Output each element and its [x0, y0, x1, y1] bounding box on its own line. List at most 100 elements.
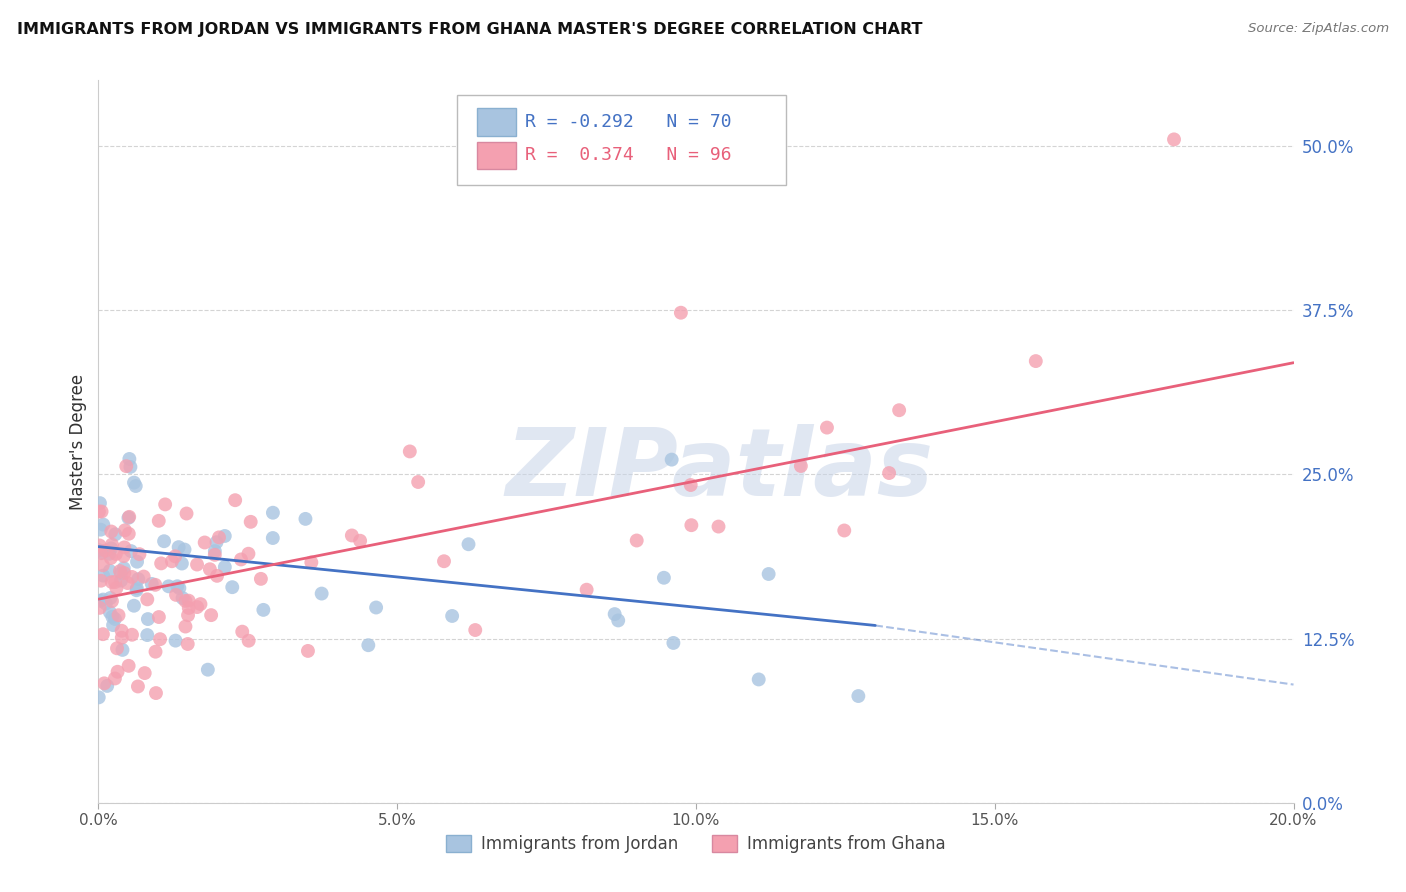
Point — [398, 444, 420, 458]
Point — [205, 535, 228, 549]
Point — [790, 458, 813, 473]
Point — [111, 624, 134, 638]
Text: ZIPatlas: ZIPatlas — [506, 425, 934, 516]
Point — [107, 608, 129, 623]
Point — [117, 511, 139, 525]
Point — [105, 641, 128, 656]
Point — [98, 605, 121, 619]
Point — [603, 607, 626, 621]
Point — [815, 420, 838, 434]
Point — [846, 689, 869, 703]
Legend: Immigrants from Jordan, Immigrants from Ghana: Immigrants from Jordan, Immigrants from … — [440, 828, 952, 860]
Point — [125, 555, 148, 569]
Point — [115, 459, 138, 474]
Point — [406, 475, 429, 489]
Point — [204, 548, 226, 562]
Point — [125, 583, 148, 598]
Point — [758, 567, 780, 582]
Point — [153, 534, 176, 549]
Point — [167, 540, 190, 554]
Point — [1025, 354, 1047, 368]
Point — [204, 544, 226, 558]
Point — [197, 663, 219, 677]
Point — [250, 572, 273, 586]
Point — [297, 644, 319, 658]
Point — [112, 566, 135, 580]
Point — [153, 497, 176, 511]
Point — [707, 519, 730, 533]
Point — [89, 600, 111, 615]
Point — [433, 554, 456, 568]
Point — [214, 529, 236, 543]
Point — [90, 546, 112, 560]
Point — [174, 594, 197, 608]
Point — [239, 515, 262, 529]
Point — [366, 600, 388, 615]
Point — [87, 543, 110, 558]
Text: R =  0.374   N = 96: R = 0.374 N = 96 — [524, 146, 731, 164]
Point — [127, 680, 149, 694]
Point — [101, 537, 124, 551]
Point — [231, 624, 253, 639]
Point — [90, 574, 112, 588]
Point — [121, 628, 143, 642]
Point — [661, 452, 683, 467]
Point — [172, 591, 194, 605]
FancyBboxPatch shape — [477, 142, 516, 169]
Point — [127, 572, 149, 586]
Point — [89, 594, 111, 608]
Point — [120, 544, 142, 558]
Point — [100, 524, 122, 539]
Point — [441, 609, 464, 624]
Point — [104, 612, 127, 626]
Point — [832, 524, 855, 538]
Point — [165, 549, 187, 564]
Point — [224, 493, 246, 508]
Point — [122, 475, 145, 490]
Point — [87, 504, 110, 518]
Point — [186, 600, 208, 615]
Point — [148, 610, 170, 624]
Point — [91, 558, 114, 573]
Point — [198, 562, 221, 576]
Point — [190, 597, 212, 611]
Point — [89, 539, 111, 553]
Point — [357, 638, 380, 652]
Point — [150, 557, 173, 571]
Point — [91, 568, 114, 582]
Point — [464, 623, 486, 637]
Point — [96, 679, 118, 693]
Point — [177, 608, 200, 623]
Point — [125, 479, 148, 493]
Point — [877, 466, 900, 480]
Point — [104, 547, 127, 561]
Point — [112, 549, 135, 563]
Point — [262, 531, 284, 545]
Y-axis label: Master's Degree: Master's Degree — [69, 374, 87, 509]
Point — [110, 566, 132, 581]
Point — [214, 560, 236, 574]
Point — [90, 504, 112, 518]
Point — [149, 632, 172, 647]
Point — [177, 593, 200, 607]
Point — [120, 459, 142, 474]
Point — [111, 643, 134, 657]
Text: IMMIGRANTS FROM JORDAN VS IMMIGRANTS FROM GHANA MASTER'S DEGREE CORRELATION CHAR: IMMIGRANTS FROM JORDAN VS IMMIGRANTS FRO… — [17, 22, 922, 37]
Point — [889, 403, 911, 417]
Text: Source: ZipAtlas.com: Source: ZipAtlas.com — [1249, 22, 1389, 36]
Point — [112, 541, 135, 555]
Point — [662, 636, 685, 650]
Point — [93, 676, 115, 690]
Point — [94, 543, 117, 558]
Point — [145, 645, 167, 659]
Point — [349, 533, 371, 548]
Point — [128, 547, 150, 561]
Point — [91, 627, 114, 641]
Point — [101, 594, 124, 608]
Point — [340, 528, 363, 542]
Point — [607, 614, 630, 628]
Point — [101, 575, 124, 590]
Point — [117, 576, 139, 591]
Point — [165, 588, 187, 602]
Point — [148, 514, 170, 528]
